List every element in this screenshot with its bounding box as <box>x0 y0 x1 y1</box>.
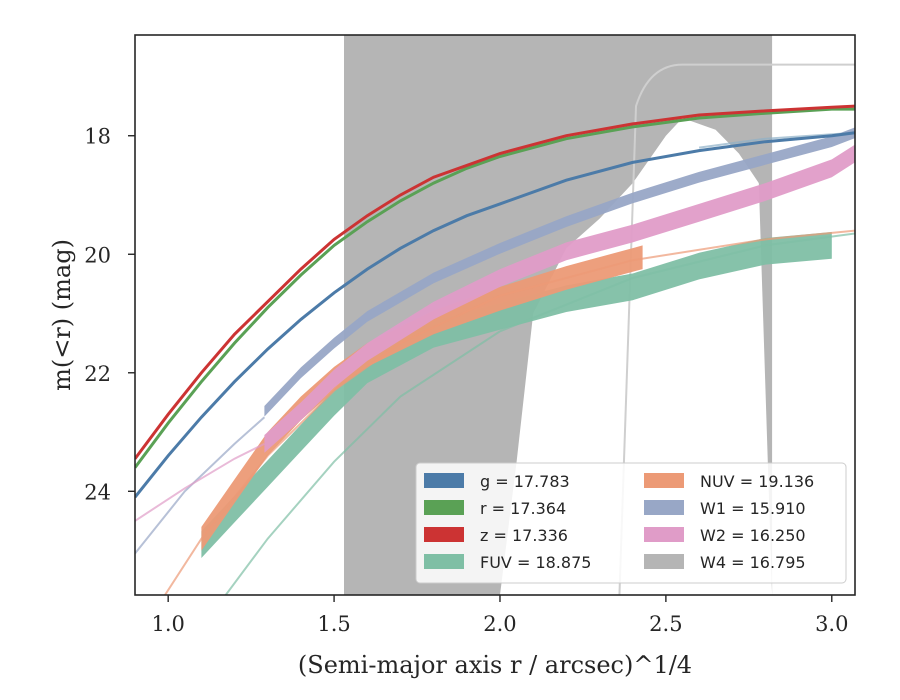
legend-item: g = 17.783 <box>424 472 570 491</box>
legend-swatch <box>644 500 684 515</box>
legend-swatch <box>424 554 464 569</box>
legend-label: W2 = 16.250 <box>700 526 806 545</box>
legend-swatch <box>644 527 684 542</box>
axes: 1.0 1.5 2.0 2.5 3.0 18 20 22 24 (Semi-major axis … <box>48 34 856 679</box>
y-tick-label: 18 <box>84 125 111 149</box>
legend-item: r = 17.364 <box>424 499 566 518</box>
legend-box <box>415 462 847 584</box>
legend-item: z = 17.336 <box>424 526 568 545</box>
series-z-line <box>135 104 855 460</box>
y-tick-label: 24 <box>84 480 111 504</box>
legend-label: r = 17.364 <box>480 499 566 518</box>
series-g-model-line <box>698 131 855 149</box>
legend-swatch <box>424 473 464 488</box>
legend-label: g = 17.783 <box>480 472 570 491</box>
series-nuv-model-line <box>163 229 855 595</box>
x-tick-label: 1.0 <box>151 612 184 636</box>
legend-swatch <box>644 473 684 488</box>
legend-label: W1 = 15.910 <box>700 499 806 518</box>
x-tick-label: 3.0 <box>815 612 848 636</box>
series-w4-model-line <box>618 63 855 595</box>
x-tick-label: 2.5 <box>649 612 682 636</box>
y-axis-label: m(<r) (mag) <box>48 239 76 391</box>
series-fuv-model-line <box>224 232 855 595</box>
series-w2-band <box>264 144 855 453</box>
plot-area <box>135 35 855 595</box>
axes-frame <box>134 34 856 596</box>
y-tick-label: 22 <box>84 362 111 386</box>
series-w1-model-line <box>135 416 266 555</box>
legend-item: W1 = 15.910 <box>644 499 806 518</box>
x-tick-label: 1.5 <box>317 612 350 636</box>
series-nuv-band <box>201 245 643 551</box>
legend: g = 17.783 r = 17.364 z = 17.336 FUV = 18.8… <box>415 462 847 584</box>
legend-swatch <box>424 527 464 542</box>
y-tick-label: 20 <box>84 243 111 267</box>
legend-swatch <box>424 500 464 515</box>
legend-item: W2 = 16.250 <box>644 526 806 545</box>
series-w2-model-line <box>135 443 265 522</box>
legend-item: NUV = 19.136 <box>644 472 814 491</box>
legend-swatch <box>644 554 684 569</box>
legend-item: W4 = 16.795 <box>644 553 806 572</box>
legend-label: W4 = 16.795 <box>700 553 806 572</box>
series-w1-band <box>264 127 855 417</box>
legend-item: FUV = 18.875 <box>424 553 591 572</box>
series-g-line <box>135 131 855 499</box>
legend-label: z = 17.336 <box>480 526 568 545</box>
x-tick-label: 2.0 <box>483 612 516 636</box>
x-axis-label: (Semi-major axis r / arcsec)^1/4 <box>298 651 692 679</box>
legend-label: FUV = 18.875 <box>480 553 591 572</box>
legend-label: NUV = 19.136 <box>700 472 814 491</box>
series-r-line <box>135 107 855 469</box>
